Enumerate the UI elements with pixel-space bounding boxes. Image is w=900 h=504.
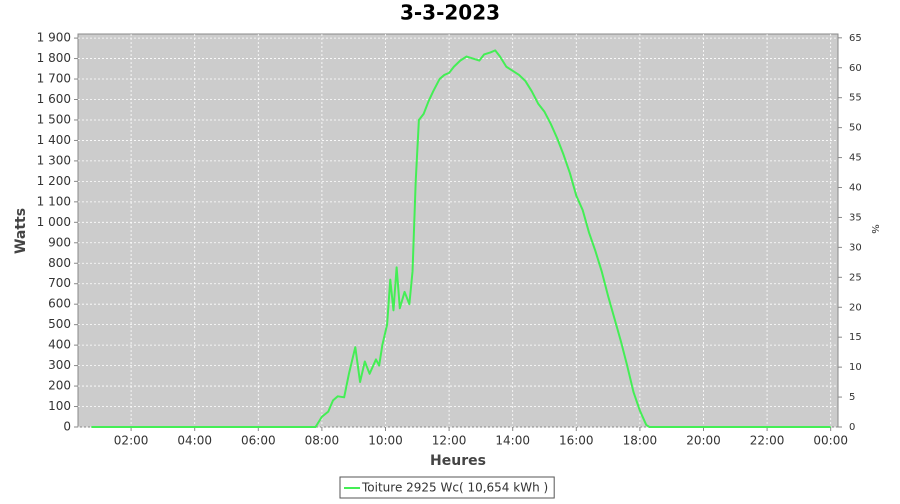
y2-tick-label: 60	[849, 63, 862, 74]
x-tick-label: 20:00	[686, 434, 721, 448]
y-tick-label: 1 300	[37, 153, 71, 167]
y-tick-label: 100	[48, 399, 71, 413]
y2-tick-label: 5	[849, 392, 855, 403]
y-tick-label: 1 800	[37, 51, 71, 65]
y-tick-label: 1 900	[37, 31, 71, 45]
y-tick-label: 700	[48, 276, 71, 290]
chart-title: 3-3-2023	[400, 1, 500, 25]
data-line	[91, 49, 831, 428]
y-tick-label: 500	[48, 317, 71, 331]
x-tick-label: 08:00	[305, 434, 340, 448]
x-tick-label: 14:00	[495, 434, 530, 448]
y-tick-label: 300	[48, 358, 71, 372]
x-axis-label: Heures	[430, 453, 486, 469]
x-tick-label: 22:00	[750, 434, 785, 448]
y-tick-label: 200	[48, 379, 71, 393]
y-tick-label: 0	[63, 420, 71, 434]
y-tick-label: 900	[48, 235, 71, 249]
y-tick-label: 1 600	[37, 92, 71, 106]
y-axis-label: Watts	[13, 208, 29, 254]
y2-tick-label: 40	[849, 183, 862, 194]
y2-tick-label: 30	[849, 242, 862, 253]
y-tick-label: 1 000	[37, 215, 71, 229]
y-tick-label: 400	[48, 338, 71, 352]
y-tick-label: 1 200	[37, 174, 71, 188]
y2-tick-label: 55	[849, 93, 862, 104]
x-tick-label: 10:00	[368, 434, 403, 448]
y-tick-label: 600	[48, 297, 71, 311]
y2-tick-label: 25	[849, 272, 862, 283]
y-tick-label: 1 700	[37, 72, 71, 86]
y2-tick-label: 65	[849, 33, 862, 44]
y-tick-label: 1 100	[37, 194, 71, 208]
y2-tick-label: 35	[849, 212, 862, 223]
y2-tick-label: 10	[849, 362, 862, 373]
y2-tick-label: 0	[849, 422, 855, 433]
x-tick-label: 02:00	[114, 434, 149, 448]
y-tick-label: 1 500	[37, 112, 71, 126]
y-tick-label: 800	[48, 256, 71, 270]
x-tick-label: 16:00	[559, 434, 594, 448]
x-tick-label: 06:00	[241, 434, 276, 448]
legend-box	[339, 476, 555, 499]
x-tick-label: 18:00	[623, 434, 658, 448]
x-tick-label: 12:00	[432, 434, 467, 448]
y2-tick-label: 50	[849, 123, 862, 134]
y2-tick-label: 15	[849, 332, 862, 343]
y-tick-label: 1 400	[37, 133, 71, 147]
legend-label: Toiture 2925 Wc( 10,654 kWh )	[361, 481, 548, 495]
y2-tick-label: 20	[849, 302, 862, 313]
y2-axis-label: %	[869, 224, 880, 234]
y2-tick-label: 45	[849, 153, 862, 164]
x-tick-label: 00:00	[813, 434, 848, 448]
x-tick-label: 04:00	[177, 434, 212, 448]
plot-background	[77, 33, 839, 428]
